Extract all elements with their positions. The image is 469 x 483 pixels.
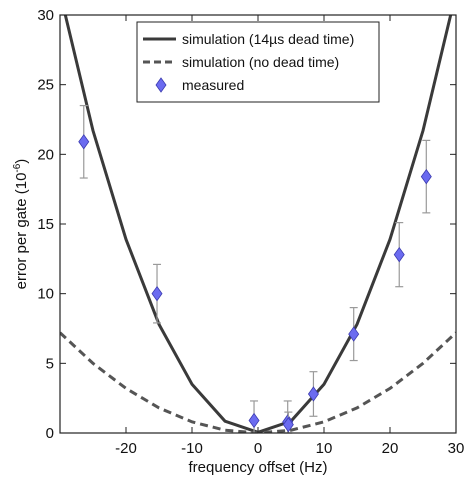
y-tick-label: 10 [37, 286, 54, 303]
y-axis-label-suffix: ) [13, 159, 30, 164]
curve-no-dead-time [60, 331, 456, 433]
x-axis-label: frequency offset (Hz) [189, 459, 328, 476]
y-tick-label: 30 [37, 7, 54, 24]
x-tick-label: 10 [316, 440, 333, 457]
diamond-marker [307, 386, 319, 402]
legend-entry-measured: measured [182, 77, 244, 93]
x-tick-label: -10 [181, 440, 203, 457]
measured-points [78, 104, 432, 434]
measured-point [78, 104, 90, 179]
diamond-marker [393, 246, 405, 263]
measured-point [151, 263, 163, 324]
y-tick-label: 20 [37, 146, 54, 163]
y-tick-label: 25 [37, 77, 54, 94]
y-axis-label: error per gate (10-6) [12, 159, 30, 290]
legend: simulation (14µs dead time) simulation (… [136, 21, 380, 103]
y-axis: 0 5 10 15 20 25 30 [37, 7, 456, 442]
measured-point [282, 411, 294, 434]
y-tick-label: 15 [37, 216, 54, 233]
diamond-marker [282, 416, 294, 433]
y-axis-label-exponent: -6 [12, 163, 23, 172]
diamond-marker [151, 285, 163, 302]
diamond-marker [248, 412, 260, 429]
legend-swatch-diamond [155, 77, 167, 93]
measured-point [307, 371, 319, 417]
measured-point [393, 222, 405, 288]
diamond-marker [348, 326, 360, 342]
legend-entry-dashed: simulation (no dead time) [182, 54, 339, 70]
measured-point [420, 139, 432, 214]
legend-entry-solid: simulation (14µs dead time) [182, 31, 354, 47]
x-tick-label: 0 [254, 440, 262, 457]
y-axis-label-main: error per gate (10 [13, 173, 30, 290]
y-tick-label: 0 [46, 425, 54, 442]
legend-box [136, 21, 380, 103]
measured-point [348, 307, 360, 362]
x-tick-label: 30 [448, 440, 465, 457]
diamond-marker [420, 168, 432, 185]
y-tick-label: 5 [46, 355, 54, 372]
x-tick-label: 20 [382, 440, 399, 457]
x-tick-label: -20 [115, 440, 137, 457]
x-axis: -20 -10 0 10 20 30 [115, 15, 464, 457]
diamond-marker [78, 134, 90, 150]
